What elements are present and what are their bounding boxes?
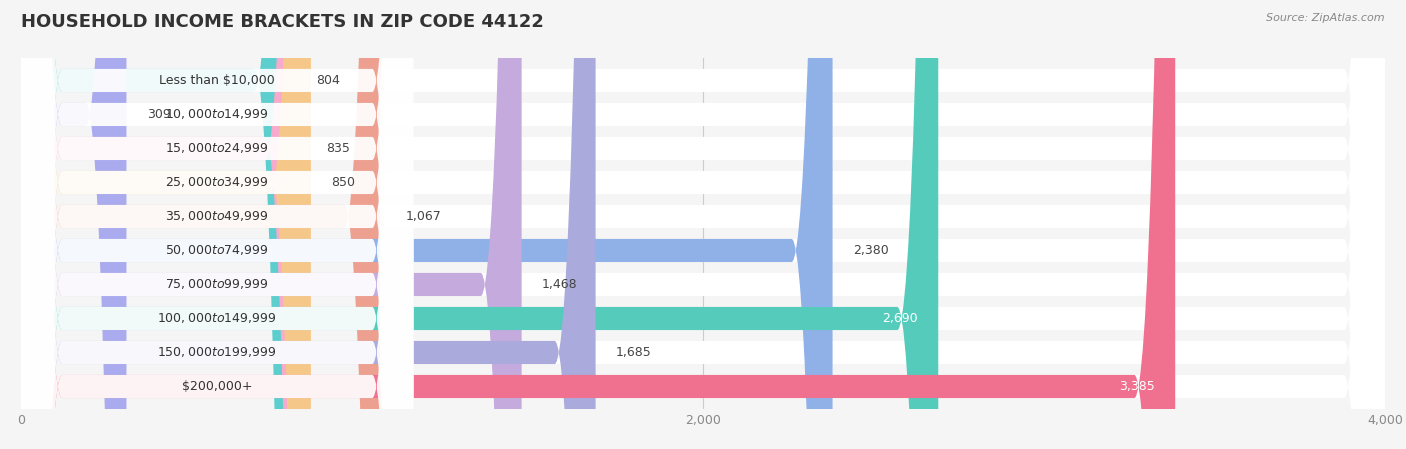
Text: $150,000 to $199,999: $150,000 to $199,999 <box>157 345 277 360</box>
FancyBboxPatch shape <box>21 0 413 449</box>
FancyBboxPatch shape <box>21 0 1385 449</box>
Text: 309: 309 <box>146 108 170 121</box>
Text: Less than $10,000: Less than $10,000 <box>159 74 276 87</box>
FancyBboxPatch shape <box>21 0 413 449</box>
Text: 1,685: 1,685 <box>616 346 652 359</box>
FancyBboxPatch shape <box>21 0 1385 449</box>
FancyBboxPatch shape <box>21 0 1385 449</box>
Text: $100,000 to $149,999: $100,000 to $149,999 <box>157 312 277 326</box>
Text: Source: ZipAtlas.com: Source: ZipAtlas.com <box>1267 13 1385 23</box>
Text: $35,000 to $49,999: $35,000 to $49,999 <box>166 210 269 224</box>
Text: 1,468: 1,468 <box>543 278 578 291</box>
FancyBboxPatch shape <box>21 0 522 449</box>
Text: HOUSEHOLD INCOME BRACKETS IN ZIP CODE 44122: HOUSEHOLD INCOME BRACKETS IN ZIP CODE 44… <box>21 13 544 31</box>
Text: 835: 835 <box>326 142 350 155</box>
Text: $15,000 to $24,999: $15,000 to $24,999 <box>166 141 269 155</box>
FancyBboxPatch shape <box>21 0 305 449</box>
FancyBboxPatch shape <box>21 0 1385 449</box>
Text: 3,385: 3,385 <box>1119 380 1154 393</box>
FancyBboxPatch shape <box>21 0 311 449</box>
Text: 2,380: 2,380 <box>853 244 889 257</box>
Text: 850: 850 <box>332 176 356 189</box>
FancyBboxPatch shape <box>21 0 413 449</box>
FancyBboxPatch shape <box>21 0 127 449</box>
FancyBboxPatch shape <box>21 0 1175 449</box>
FancyBboxPatch shape <box>21 0 413 449</box>
FancyBboxPatch shape <box>21 0 413 449</box>
Text: 2,690: 2,690 <box>882 312 918 325</box>
FancyBboxPatch shape <box>21 0 1385 449</box>
FancyBboxPatch shape <box>21 0 1385 449</box>
FancyBboxPatch shape <box>21 0 413 449</box>
FancyBboxPatch shape <box>21 0 832 449</box>
FancyBboxPatch shape <box>21 0 413 449</box>
Text: 1,067: 1,067 <box>405 210 441 223</box>
FancyBboxPatch shape <box>21 0 413 449</box>
Text: $50,000 to $74,999: $50,000 to $74,999 <box>166 243 269 257</box>
FancyBboxPatch shape <box>21 0 385 449</box>
FancyBboxPatch shape <box>21 0 938 449</box>
FancyBboxPatch shape <box>21 0 1385 449</box>
Text: 804: 804 <box>316 74 340 87</box>
FancyBboxPatch shape <box>21 0 295 449</box>
Text: $10,000 to $14,999: $10,000 to $14,999 <box>166 107 269 122</box>
FancyBboxPatch shape <box>21 0 1385 449</box>
FancyBboxPatch shape <box>21 0 1385 449</box>
Text: $75,000 to $99,999: $75,000 to $99,999 <box>166 277 269 291</box>
FancyBboxPatch shape <box>21 0 413 449</box>
FancyBboxPatch shape <box>21 0 1385 449</box>
Text: $200,000+: $200,000+ <box>181 380 253 393</box>
Text: $25,000 to $34,999: $25,000 to $34,999 <box>166 176 269 189</box>
FancyBboxPatch shape <box>21 0 413 449</box>
FancyBboxPatch shape <box>21 0 596 449</box>
